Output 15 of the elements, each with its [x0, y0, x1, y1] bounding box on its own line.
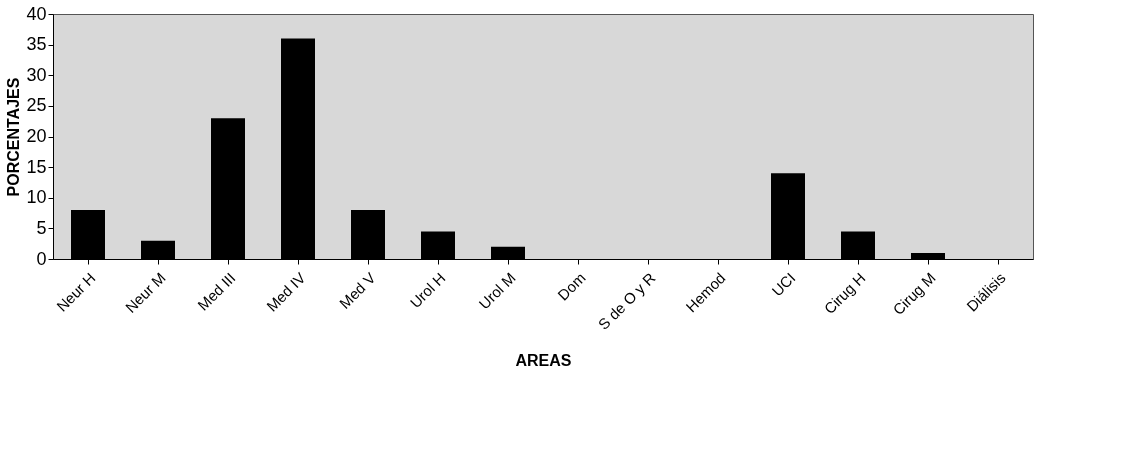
- x-tick-label: S de O y R: [594, 268, 659, 333]
- y-tick-label: 35: [26, 34, 47, 55]
- y-tick-label: 30: [26, 64, 47, 85]
- y-tick-label: 25: [26, 95, 47, 116]
- y-tick-label: 40: [26, 3, 47, 24]
- x-axis-title: AREAS: [515, 351, 572, 369]
- y-tick-label: 10: [26, 187, 47, 208]
- x-tick-label: UCI: [768, 269, 799, 300]
- y-tick-label: 5: [36, 217, 47, 238]
- x-tick-label: Urol M: [475, 269, 519, 313]
- y-tick-label: 20: [26, 126, 47, 146]
- y-axis-title: PORCENTAJES: [5, 77, 23, 197]
- y-tick-label: 0: [36, 248, 47, 269]
- y-tick-label: 15: [26, 156, 47, 177]
- x-tick-label: Urol H: [406, 269, 449, 312]
